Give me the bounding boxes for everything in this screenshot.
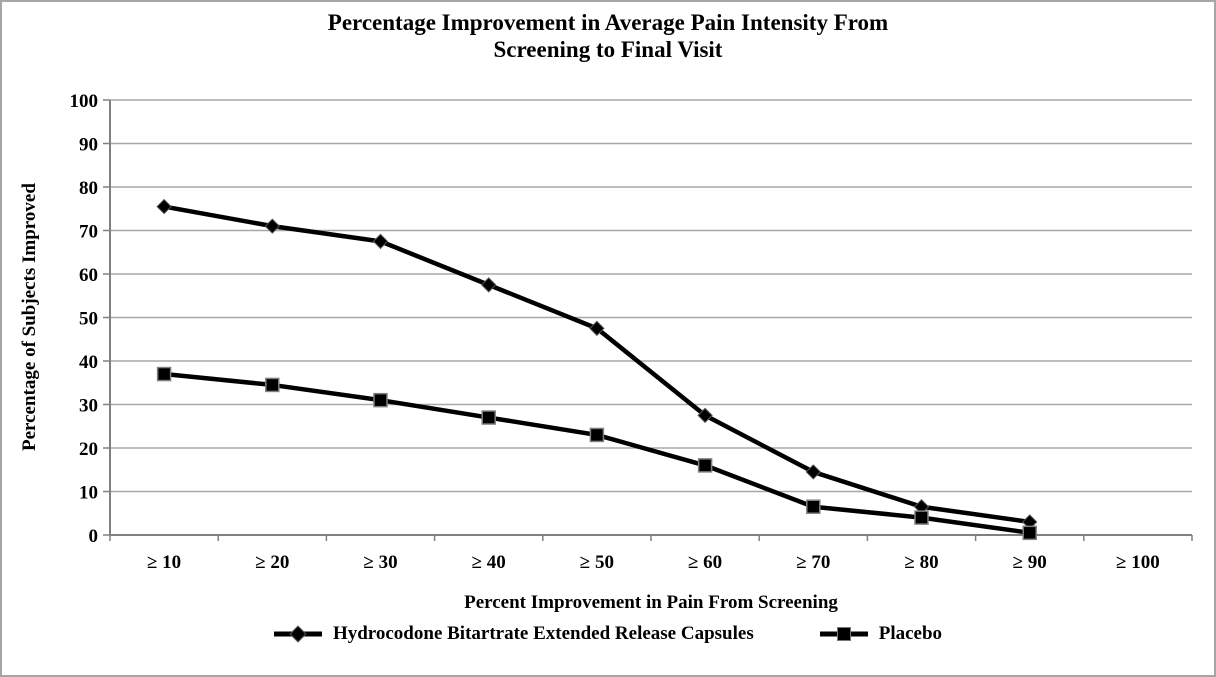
legend-item-hydrocodone: Hydrocodone Bitartrate Extended Release … [273, 623, 754, 645]
legend-item-placebo: Placebo [819, 623, 943, 645]
x-axis-title: Percent Improvement in Pain From Screeni… [464, 592, 838, 613]
y-tick-label-30: 30 [79, 396, 98, 417]
x-tick-label-5: ≥ 60 [688, 552, 722, 573]
diamond-marker-icon [289, 625, 307, 643]
series-line-0 [161, 204, 1032, 525]
series-line-1 [161, 371, 1032, 536]
data-point-diamond [480, 277, 497, 293]
y-tick-label-50: 50 [79, 309, 98, 330]
data-point-diamond [805, 464, 822, 480]
data-point-diamond [697, 407, 713, 424]
y-axis-title: Percentage of Subjects Improved [19, 183, 40, 452]
x-tick-label-6: ≥ 70 [796, 552, 830, 573]
y-tick-label-20: 20 [79, 439, 98, 460]
y-tick-label-80: 80 [79, 178, 98, 199]
data-point-square [481, 410, 496, 425]
x-tick-label-9: ≥ 100 [1116, 552, 1160, 573]
data-point-diamond [264, 218, 281, 234]
x-tick-label-4: ≥ 50 [580, 552, 614, 573]
data-point-diamond [372, 233, 389, 250]
data-point-square [156, 366, 172, 382]
y-tick-label-90: 90 [79, 135, 98, 156]
data-point-square [697, 458, 713, 473]
x-tick-label-8: ≥ 90 [1013, 552, 1047, 573]
x-tick-label-1: ≥ 20 [255, 552, 289, 573]
x-tick-label-0: ≥ 10 [147, 552, 181, 573]
legend-label-hydrocodone: Hydrocodone Bitartrate Extended Release … [332, 623, 754, 644]
y-tick-label-70: 70 [79, 222, 98, 243]
data-point-diamond [156, 198, 172, 215]
square-marker-icon [836, 627, 851, 641]
y-tick-label-100: 100 [70, 91, 99, 112]
data-point-square [1022, 525, 1037, 541]
data-point-square [914, 510, 929, 525]
square-line-marker-icon [819, 625, 868, 643]
legend-label-placebo: Placebo [878, 623, 943, 644]
chart-title-line-1: Percentage Improvement in Average Pain I… [327, 10, 889, 35]
chart-title: Percentage Improvement in Average Pain I… [2, 9, 1214, 63]
data-point-square [589, 427, 605, 443]
data-point-diamond [589, 320, 605, 337]
data-point-square [806, 499, 821, 514]
x-tick-label-3: ≥ 40 [472, 552, 506, 573]
data-point-square [373, 392, 388, 408]
y-tick-label-0: 0 [89, 526, 99, 547]
chart-title-line-2: Screening to Final Visit [493, 37, 723, 62]
x-tick-label-7: ≥ 80 [904, 552, 938, 573]
x-tick-label-2: ≥ 30 [363, 552, 397, 573]
diamond-line-marker-icon [273, 625, 322, 643]
y-tick-label-60: 60 [79, 265, 98, 286]
y-tick-label-40: 40 [79, 352, 98, 373]
legend: Hydrocodone Bitartrate Extended Release … [2, 623, 1214, 645]
data-point-square [265, 377, 280, 393]
y-tick-label-10: 10 [79, 483, 98, 504]
